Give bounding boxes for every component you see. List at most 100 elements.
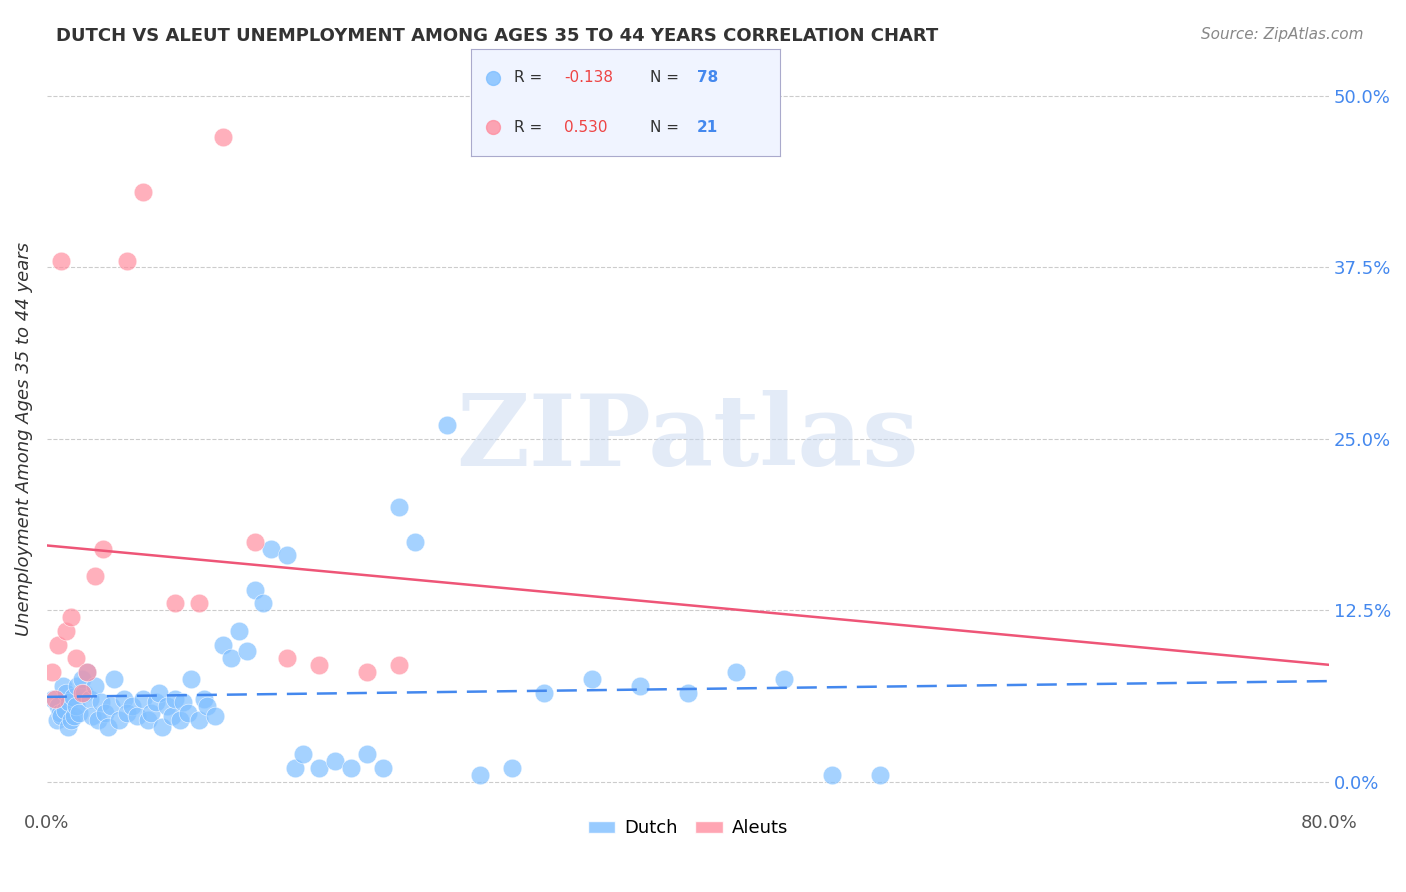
Point xyxy=(132,185,155,199)
Point xyxy=(276,651,298,665)
Point xyxy=(44,692,66,706)
Point xyxy=(70,672,93,686)
Point xyxy=(148,685,170,699)
Point xyxy=(252,596,274,610)
Point xyxy=(51,253,73,268)
Point xyxy=(180,672,202,686)
Point xyxy=(59,713,82,727)
Point xyxy=(245,582,267,597)
Point xyxy=(156,699,179,714)
Point xyxy=(76,665,98,679)
Text: DUTCH VS ALEUT UNEMPLOYMENT AMONG AGES 35 TO 44 YEARS CORRELATION CHART: DUTCH VS ALEUT UNEMPLOYMENT AMONG AGES 3… xyxy=(56,27,938,45)
Y-axis label: Unemployment Among Ages 35 to 44 years: Unemployment Among Ages 35 to 44 years xyxy=(15,242,32,636)
Point xyxy=(108,713,131,727)
Point xyxy=(177,706,200,720)
Point xyxy=(821,768,844,782)
Point xyxy=(139,706,162,720)
Point xyxy=(136,713,159,727)
Point xyxy=(70,685,93,699)
Point xyxy=(212,638,235,652)
Text: 21: 21 xyxy=(697,120,718,135)
Point xyxy=(501,761,523,775)
Point xyxy=(468,768,491,782)
Point xyxy=(93,706,115,720)
Point xyxy=(84,569,107,583)
Point xyxy=(436,418,458,433)
Point xyxy=(481,120,503,135)
Text: ZIPatlas: ZIPatlas xyxy=(457,391,920,487)
Text: Source: ZipAtlas.com: Source: ZipAtlas.com xyxy=(1201,27,1364,42)
Point xyxy=(46,638,69,652)
Point xyxy=(773,672,796,686)
Point xyxy=(62,690,84,704)
Point xyxy=(150,720,173,734)
Point xyxy=(236,644,259,658)
Text: R =: R = xyxy=(515,70,547,86)
Point xyxy=(65,651,87,665)
Point xyxy=(41,665,63,679)
Point xyxy=(73,685,96,699)
Point xyxy=(160,709,183,723)
Point xyxy=(481,70,503,85)
Point xyxy=(165,596,187,610)
Point xyxy=(724,665,747,679)
Point xyxy=(87,713,110,727)
Point xyxy=(628,679,651,693)
Point xyxy=(100,699,122,714)
Point xyxy=(676,685,699,699)
Point xyxy=(115,706,138,720)
Point xyxy=(53,703,76,717)
Point xyxy=(388,658,411,673)
Point xyxy=(284,761,307,775)
Point xyxy=(46,699,69,714)
Point xyxy=(172,695,194,709)
Point xyxy=(145,695,167,709)
Point xyxy=(63,709,86,723)
Point xyxy=(97,720,120,734)
Point xyxy=(59,610,82,624)
Text: 0.530: 0.530 xyxy=(564,120,607,135)
Point xyxy=(80,709,103,723)
Point xyxy=(42,692,65,706)
Point xyxy=(132,692,155,706)
Point xyxy=(55,685,77,699)
Point xyxy=(356,665,378,679)
Point xyxy=(56,720,79,734)
Text: 78: 78 xyxy=(697,70,718,86)
Point xyxy=(308,761,330,775)
Point xyxy=(356,747,378,762)
Point xyxy=(373,761,395,775)
Legend: Dutch, Aleuts: Dutch, Aleuts xyxy=(581,812,796,845)
Point xyxy=(219,651,242,665)
Point xyxy=(52,679,75,693)
Point xyxy=(76,665,98,679)
Point xyxy=(195,699,218,714)
Text: N =: N = xyxy=(651,70,685,86)
Point xyxy=(204,709,226,723)
Point xyxy=(869,768,891,782)
Point xyxy=(193,692,215,706)
Point xyxy=(115,253,138,268)
Point xyxy=(308,658,330,673)
Point xyxy=(245,534,267,549)
Point xyxy=(188,713,211,727)
Point xyxy=(103,672,125,686)
Point xyxy=(67,706,90,720)
Point xyxy=(55,624,77,638)
Point xyxy=(188,596,211,610)
Text: R =: R = xyxy=(515,120,547,135)
Point xyxy=(276,549,298,563)
Point xyxy=(79,692,101,706)
Point xyxy=(340,761,363,775)
Point xyxy=(51,709,73,723)
Point xyxy=(292,747,315,762)
Text: -0.138: -0.138 xyxy=(564,70,613,86)
Point xyxy=(581,672,603,686)
Point xyxy=(323,754,346,768)
Point xyxy=(533,685,555,699)
Point xyxy=(260,541,283,556)
Point xyxy=(84,679,107,693)
Point xyxy=(48,706,70,720)
Point xyxy=(404,534,426,549)
Point xyxy=(125,709,148,723)
